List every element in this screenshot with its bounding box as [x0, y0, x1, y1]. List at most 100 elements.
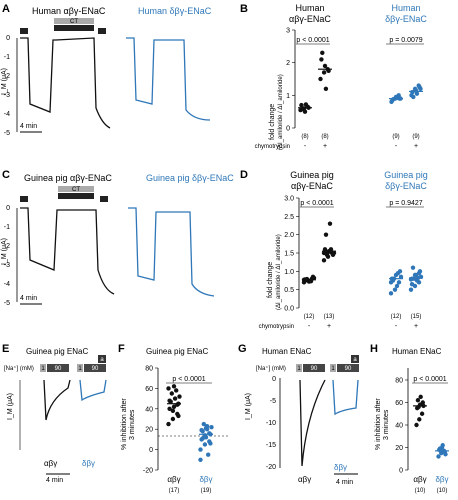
panel-e-title: Guinea pig ENaC [26, 347, 88, 356]
panel-f-ytick: -20 [143, 468, 153, 475]
panel-d-chymo-label: chymotrypsin [259, 324, 294, 330]
panel-f-point [198, 457, 203, 462]
panel-h-ytick: 60 [395, 400, 403, 407]
panel-g-a-label: a [353, 357, 357, 363]
panel-e-conc: 90 [55, 366, 62, 372]
panel-e-conc: 1 [41, 366, 45, 372]
panel-d-ytick: 2.0 [284, 232, 294, 239]
panel-c-ytick: -1 [4, 224, 10, 231]
panel-f-letter: F [118, 343, 125, 355]
panel-b-n: (8) [301, 134, 308, 140]
panel-d-ytick: 0.0 [284, 306, 294, 313]
panel-d-point [323, 232, 329, 237]
panel-c-ytick: -5 [4, 300, 10, 307]
panel-h-ytick: 0 [399, 468, 403, 475]
panel-d-points [301, 221, 424, 296]
panel-d-n: (12) [391, 314, 402, 320]
panel-a-title-left: Human αβγ-ENaC [32, 6, 106, 16]
panel-b-point [320, 50, 325, 56]
panel-h-n: (10) [415, 488, 426, 494]
panel-f-point [177, 394, 182, 399]
panel-a-amiloride-bar [20, 28, 28, 34]
panel-d-point [394, 283, 400, 289]
panel-d-n: (12) [304, 314, 315, 320]
panel-d-ytick: 1.0 [284, 269, 294, 276]
panel-g-ytick: -5 [270, 398, 276, 405]
panel-b: B Human αβγ-ENaC Human δβγ-ENaC fold cha… [240, 3, 427, 150]
panel-d: D Guinea pig αβγ-ENaC Guinea pig δβγ-ENa… [240, 169, 428, 330]
panel-h-n: (10) [437, 488, 448, 494]
panel-h-ytick: 40 [395, 423, 403, 430]
panel-c-amiloride-bar [100, 196, 108, 202]
panel-a-amiloride-bar [98, 28, 106, 34]
panel-a-ct-bar [54, 18, 94, 24]
panel-g-ytick: 0 [272, 376, 276, 383]
panel-b-n: (9) [392, 134, 399, 140]
panel-e-a-label: a [100, 357, 104, 363]
panel-g-x-left: αβγ [298, 475, 311, 484]
panel-b-point [318, 76, 323, 82]
panel-a-ytick: -3 [4, 92, 10, 99]
panel-e-x-left: αβγ [44, 459, 57, 468]
panel-f-point [204, 423, 210, 429]
panel-g-trace-dbg [332, 379, 359, 416]
panel-h: H Human ENaC % inhibition after 3 minute… [370, 343, 449, 494]
panel-f-point [198, 447, 203, 452]
panel-d-point [412, 272, 418, 278]
panel-f-point [208, 441, 213, 446]
panel-b-sign: - [304, 143, 307, 150]
panel-f-cat: αβγ [167, 475, 180, 484]
panel-b-title-right-1: Human [391, 3, 420, 13]
panel-h-point [419, 411, 425, 416]
panel-f-point [201, 421, 206, 427]
panel-b-sign: + [323, 143, 327, 150]
panel-e-trace-abg [43, 379, 71, 421]
panel-a-trace-dbg [126, 37, 211, 121]
panel-b-point [322, 63, 328, 69]
panel-a-amiloride-bar [54, 25, 94, 31]
panel-f-point [171, 404, 177, 409]
panel-e-x-right: δβγ [82, 459, 95, 468]
panel-d-title-right-1: Guinea pig [384, 170, 428, 180]
panel-b-point [299, 102, 304, 108]
panel-d-point [311, 275, 317, 281]
panel-d-ylabel-2: (ΔI_amiloride / ΔI_amiloride) [276, 234, 282, 310]
panel-b-point [323, 86, 329, 92]
panel-g-x-right: δβγ [334, 463, 347, 472]
panel-f-point [200, 436, 205, 441]
panel-h-point [436, 454, 441, 459]
panel-b-point [414, 91, 420, 96]
panel-h-point [414, 422, 419, 428]
panel-d-point [328, 247, 334, 252]
panel-f-point [170, 408, 176, 414]
panel-f-ytick: 60 [145, 386, 153, 393]
panel-h-point [420, 400, 425, 405]
panel-f-ytick: 40 [145, 406, 153, 413]
panel-b-n: (9) [412, 134, 419, 140]
panel-d-y-ticks: 0.0 0.5 1.0 1.5 2.0 2.5 3.0 [284, 196, 299, 313]
panel-b-point [302, 109, 308, 114]
panel-b-points [298, 50, 423, 114]
panel-c-y-ticks: 0 -1 -2 -3 -4 -5 [4, 205, 10, 307]
panel-c-ct-bar [58, 186, 94, 192]
panel-h-point [443, 452, 448, 457]
panel-h-letter: H [370, 343, 378, 355]
panel-g-conc: 1 [297, 366, 301, 372]
panel-b-sign: - [395, 143, 398, 150]
panel-e-letter: E [2, 343, 9, 355]
panel-g-ytick: -10 [266, 420, 276, 427]
panel-d-point [322, 247, 328, 252]
panel-b-ylabel-1: fold change [269, 104, 276, 140]
panel-g-title: Human ENaC [262, 347, 312, 356]
panel-c-trace-abg [20, 207, 115, 295]
panel-f-ylabel-1: % inhibition after [121, 398, 128, 450]
panel-g-ytick: -20 [266, 464, 276, 471]
panel-c-ytick: -3 [4, 262, 10, 269]
panel-d-point [408, 287, 414, 292]
panel-c-trace-dbg [128, 207, 215, 297]
panel-c-title-left: Guinea pig αβγ-ENaC [24, 173, 112, 183]
panel-g-conc: 90 [345, 366, 352, 372]
panel-d-p-left: p < 0.0001 [300, 200, 333, 207]
panel-f-point [202, 442, 208, 447]
panel-d-point [410, 265, 416, 270]
